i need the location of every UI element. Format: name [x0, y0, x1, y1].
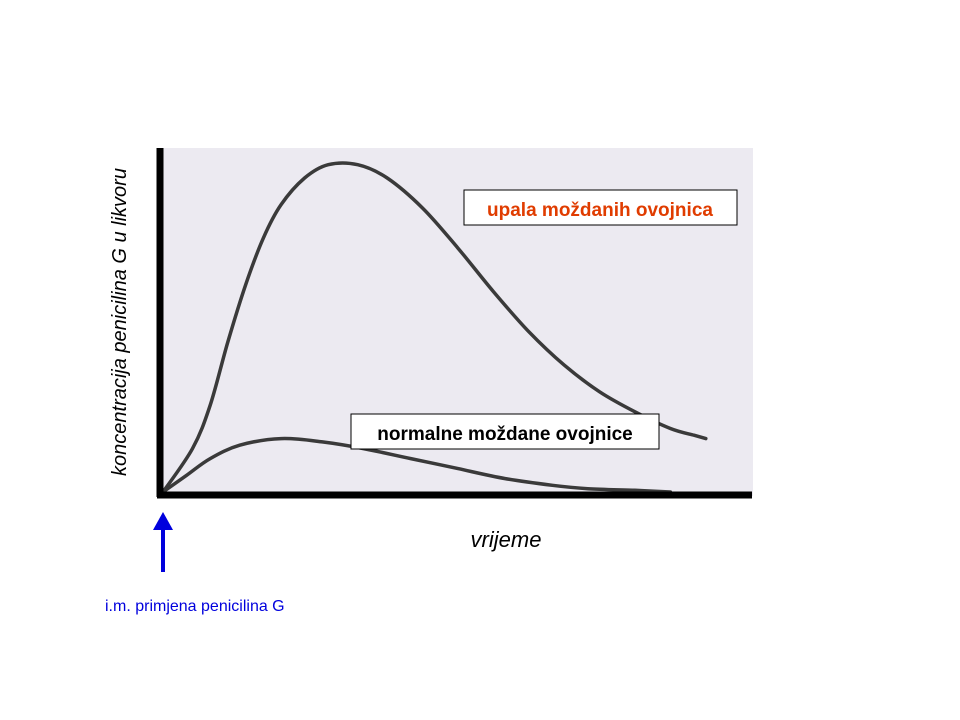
legend-label-inflamed: upala moždanih ovojnica	[463, 189, 738, 226]
series-line-0	[161, 161, 708, 494]
administration-arrow	[153, 512, 173, 572]
arrow-label: i.m. primjena penicilina G	[105, 598, 285, 615]
legend-label-normal: normalne moždane ovojnice	[350, 413, 660, 450]
series-line-1	[161, 436, 673, 494]
arrow-head	[153, 512, 173, 530]
series-layer	[161, 161, 708, 494]
x-axis-label: vrijeme	[471, 527, 542, 552]
y-axis-label: koncentracija penicilina G u likvoru	[109, 168, 131, 476]
legend-text-normal: normalne moždane ovojnice	[377, 424, 633, 445]
legend-box-normal	[350, 413, 660, 450]
legend-text-inflamed: upala moždanih ovojnica	[487, 200, 713, 221]
legend-box-inflamed	[463, 189, 738, 226]
